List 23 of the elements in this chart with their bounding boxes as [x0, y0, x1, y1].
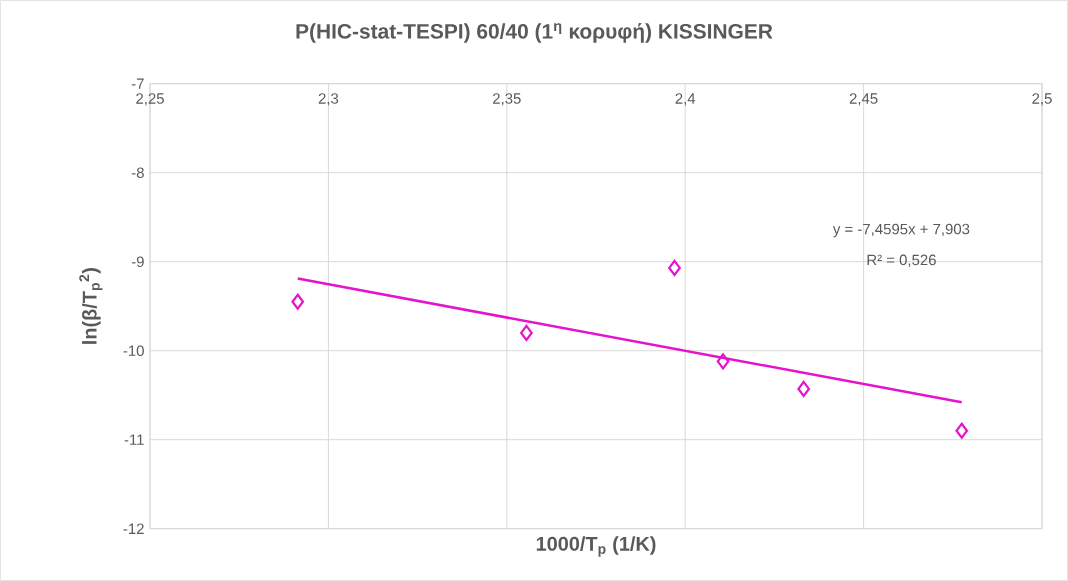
x-tick-label: 2,3: [318, 93, 339, 106]
x-tick-label: 2,35: [493, 93, 521, 106]
x-tick-label: 2,45: [849, 93, 878, 106]
point: [797, 380, 811, 398]
y-tick-label: -9: [131, 256, 144, 267]
y-tick-label: -12: [123, 523, 144, 534]
y-tick-label: -7: [131, 78, 144, 89]
annotation: y = -7,4595x + 7,903: [832, 223, 970, 238]
x-tick-label: 2,25: [136, 93, 164, 106]
x-tick-label: 2,4: [675, 93, 696, 106]
y-tick-label: -11: [124, 434, 144, 445]
y-tick-label: -8: [131, 167, 144, 178]
y-axis-title: ln(β/T$_{p}$$^{2}$): [79, 268, 103, 344]
x-tick-label: 2,5: [1032, 93, 1052, 106]
point: [716, 353, 730, 370]
chart-title: P(HIC-stat-TESPI) 60/40 (1$^{η}$ κορυφή) KISSINGER: [296, 23, 773, 43]
point: [955, 422, 969, 439]
y-tick-label: -10: [123, 345, 144, 356]
x-axis-title: 1000/T$_{p}$ (1/K): [536, 536, 656, 557]
point: [291, 293, 305, 310]
point: [668, 259, 681, 277]
annotation: R² = 0,526: [867, 254, 936, 267]
point: [520, 324, 533, 341]
